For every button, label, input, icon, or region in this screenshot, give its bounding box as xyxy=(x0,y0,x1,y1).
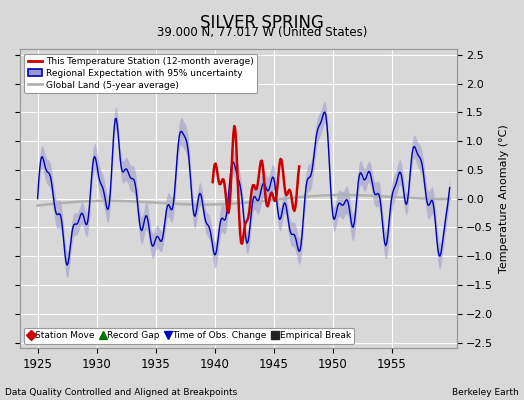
Text: 39.000 N, 77.017 W (United States): 39.000 N, 77.017 W (United States) xyxy=(157,26,367,39)
Text: SILVER SPRING: SILVER SPRING xyxy=(200,14,324,32)
Text: Data Quality Controlled and Aligned at Breakpoints: Data Quality Controlled and Aligned at B… xyxy=(5,388,237,397)
Y-axis label: Temperature Anomaly (°C): Temperature Anomaly (°C) xyxy=(499,124,509,273)
Legend: Station Move, Record Gap, Time of Obs. Change, Empirical Break: Station Move, Record Gap, Time of Obs. C… xyxy=(25,328,354,344)
Text: Berkeley Earth: Berkeley Earth xyxy=(452,388,519,397)
